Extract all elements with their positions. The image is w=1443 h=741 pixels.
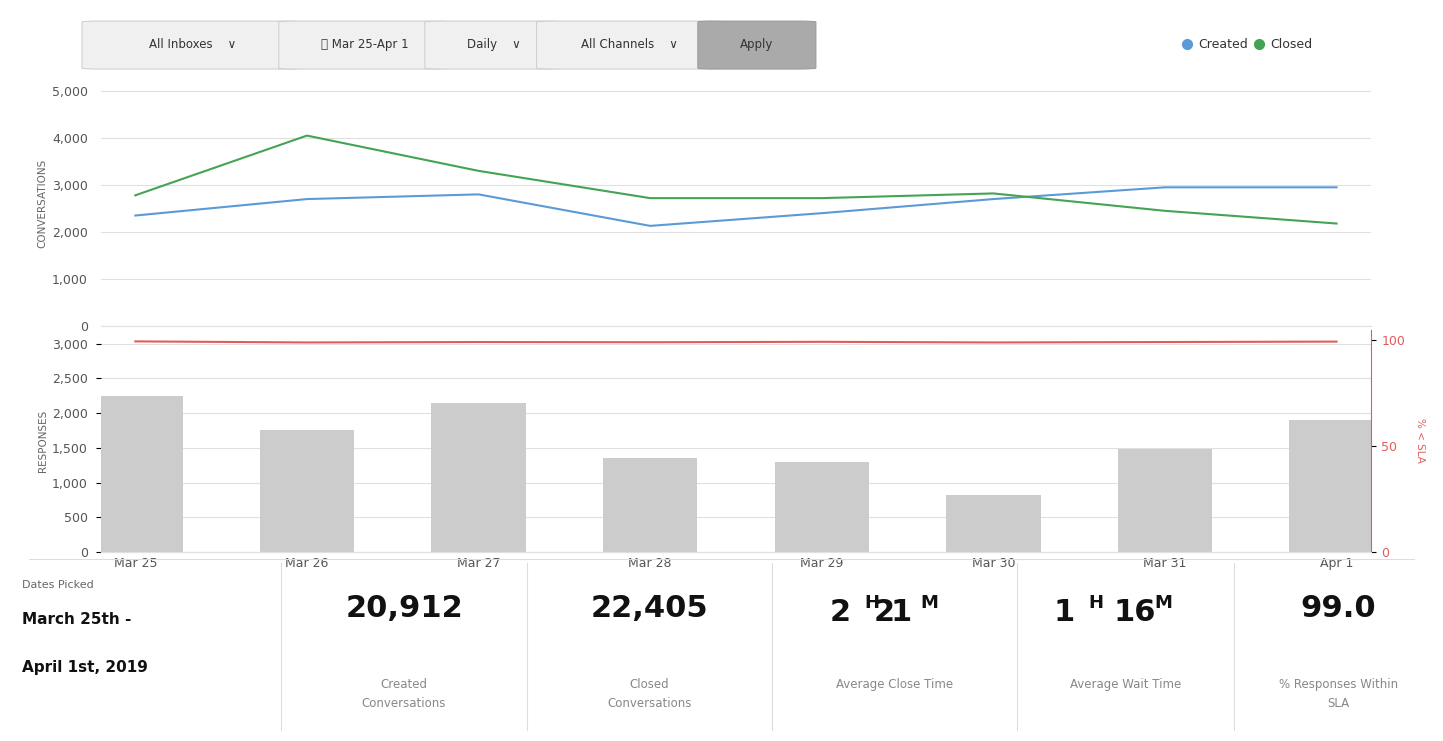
Text: Average Close Time: Average Close Time — [835, 678, 954, 691]
Text: 22,405: 22,405 — [590, 594, 709, 623]
Bar — [88, 396, 182, 552]
Text: All Inboxes    ∨: All Inboxes ∨ — [150, 38, 237, 51]
Bar — [1118, 449, 1212, 552]
Text: All Channels    ∨: All Channels ∨ — [582, 38, 678, 51]
Text: Dates Picked: Dates Picked — [22, 580, 94, 591]
Text: 📅 Mar 25-Apr 1: 📅 Mar 25-Apr 1 — [320, 38, 408, 51]
Text: Average Wait Time: Average Wait Time — [1069, 678, 1182, 691]
Text: Closed
Conversations: Closed Conversations — [608, 678, 691, 710]
Text: Closed: Closed — [1270, 38, 1313, 51]
Text: 2: 2 — [830, 598, 851, 627]
Text: March 25th -: March 25th - — [22, 612, 131, 627]
Text: 99.0: 99.0 — [1300, 594, 1377, 623]
Bar — [603, 458, 697, 552]
Text: H: H — [864, 594, 879, 612]
Text: M: M — [921, 594, 938, 612]
Text: April 1st, 2019: April 1st, 2019 — [22, 660, 147, 676]
Text: 2: 2 — [873, 598, 895, 627]
Text: Apply: Apply — [740, 38, 773, 51]
Text: Created
Conversations: Created Conversations — [362, 678, 446, 710]
Text: Daily    ∨: Daily ∨ — [466, 38, 521, 51]
Y-axis label: CONVERSATIONS: CONVERSATIONS — [38, 159, 48, 248]
Text: H: H — [1088, 594, 1102, 612]
FancyBboxPatch shape — [537, 21, 723, 69]
FancyBboxPatch shape — [82, 21, 304, 69]
Text: Created: Created — [1198, 38, 1248, 51]
FancyBboxPatch shape — [698, 21, 815, 69]
Bar — [775, 462, 869, 552]
Text: 16: 16 — [1114, 598, 1156, 627]
FancyBboxPatch shape — [278, 21, 450, 69]
Bar — [260, 431, 354, 552]
Bar — [431, 402, 525, 552]
Text: 1: 1 — [1053, 598, 1075, 627]
Text: M: M — [1154, 594, 1172, 612]
Text: % Responses Within
SLA: % Responses Within SLA — [1278, 678, 1398, 710]
Bar — [1290, 420, 1384, 552]
Y-axis label: % < SLA: % < SLA — [1414, 419, 1424, 463]
Y-axis label: RESPONSES: RESPONSES — [38, 410, 48, 472]
Bar — [947, 495, 1040, 552]
Text: 20,912: 20,912 — [345, 594, 463, 623]
Text: 1: 1 — [890, 598, 912, 627]
FancyBboxPatch shape — [424, 21, 561, 69]
